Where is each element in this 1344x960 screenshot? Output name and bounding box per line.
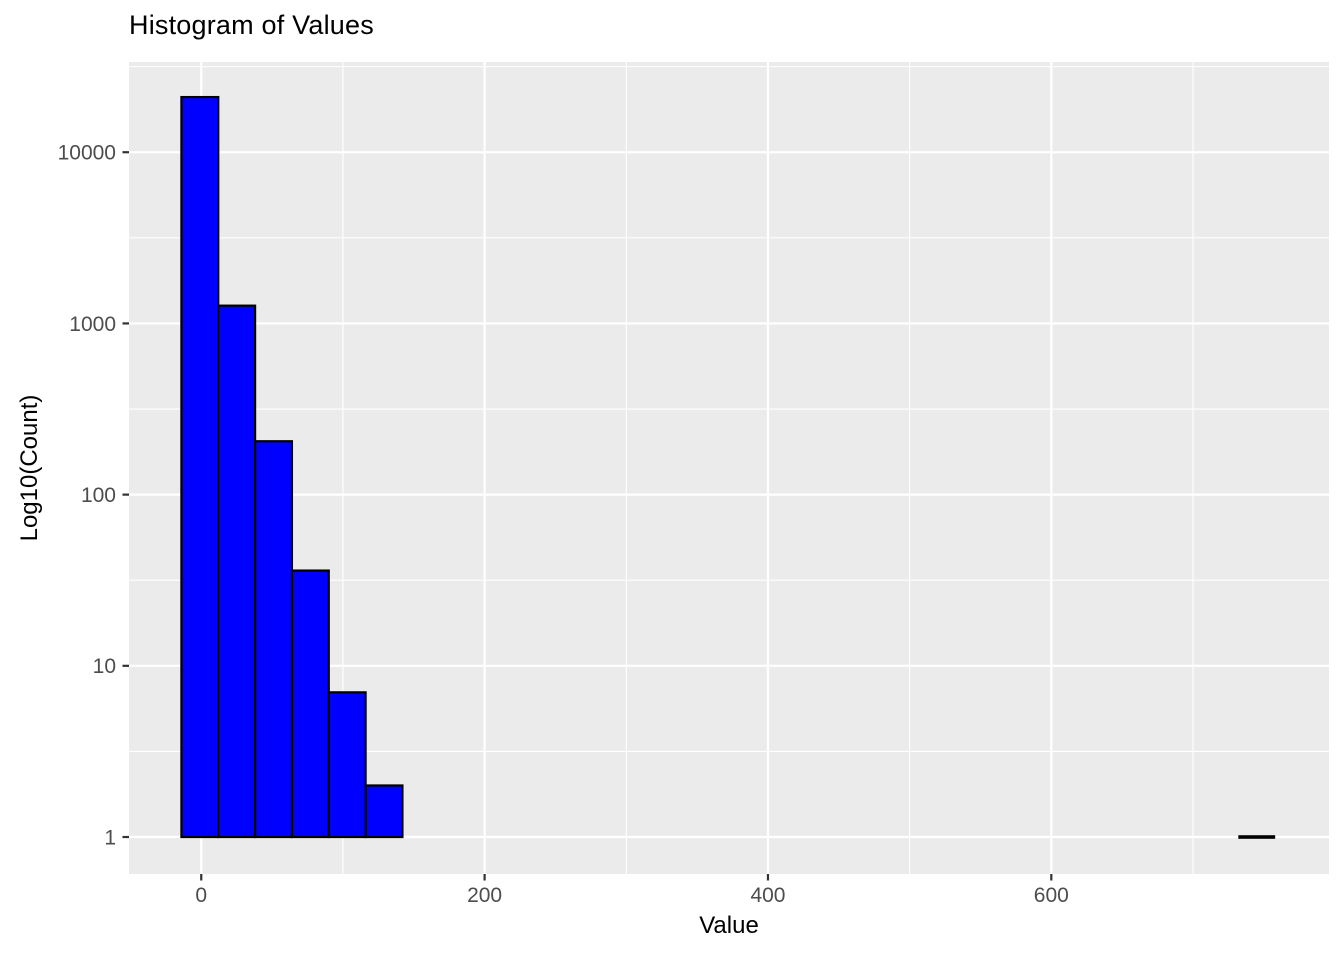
x-axis-title: Value [699,912,759,939]
y-tick-label: 10 [93,655,116,678]
x-tick-label: 0 [195,884,207,907]
chart-title: Histogram of Values [129,10,374,40]
bar [364,784,404,839]
x-tick-label: 400 [750,884,785,907]
y-tick-label: 1 [104,826,116,849]
bar [290,569,330,839]
bar [253,440,294,839]
bar [180,95,220,839]
outlier-bar [1238,835,1276,839]
bar [217,304,257,839]
x-tick-label: 200 [467,884,502,907]
y-tick-label: 100 [81,484,116,507]
y-axis-title: Log10(Count) [16,394,43,542]
y-tick-label: 1000 [69,313,116,336]
y-tick-label: 10000 [58,142,116,165]
x-tick-label: 600 [1034,884,1069,907]
bar [327,691,367,839]
